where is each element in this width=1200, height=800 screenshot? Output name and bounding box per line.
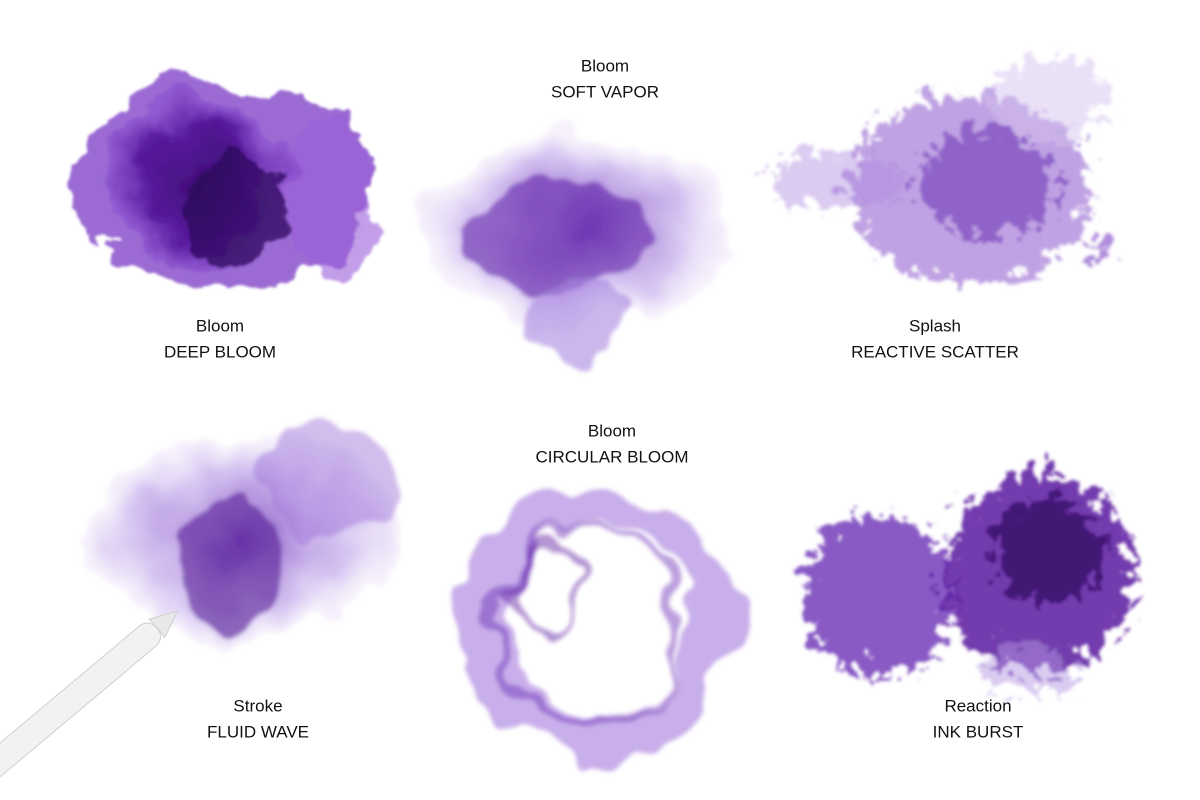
brush-circular-bloom [465, 490, 735, 760]
brush-category: Bloom [588, 421, 636, 440]
brush-name: FLUID WAVE [207, 722, 309, 741]
brush-category: Splash [909, 316, 961, 335]
brush-ink-burst [795, 465, 1125, 685]
brush-name: DEEP BLOOM [164, 342, 276, 361]
brush-name: CIRCULAR BLOOM [535, 447, 688, 466]
brush-fluid-wave [90, 425, 390, 635]
brush-name: SOFT VAPOR [551, 82, 659, 101]
brush-category: Reaction [944, 696, 1011, 715]
brush-deep-bloom [80, 80, 380, 290]
brush-soft-vapor [425, 135, 735, 360]
brush-name: REACTIVE SCATTER [851, 342, 1019, 361]
brush-category: Bloom [581, 56, 629, 75]
stylus [0, 610, 179, 779]
brush-category: Stroke [233, 696, 282, 715]
brush-category: Bloom [196, 316, 244, 335]
brush-reactive-scatter [760, 50, 1102, 275]
brush-name: INK BURST [933, 722, 1024, 741]
